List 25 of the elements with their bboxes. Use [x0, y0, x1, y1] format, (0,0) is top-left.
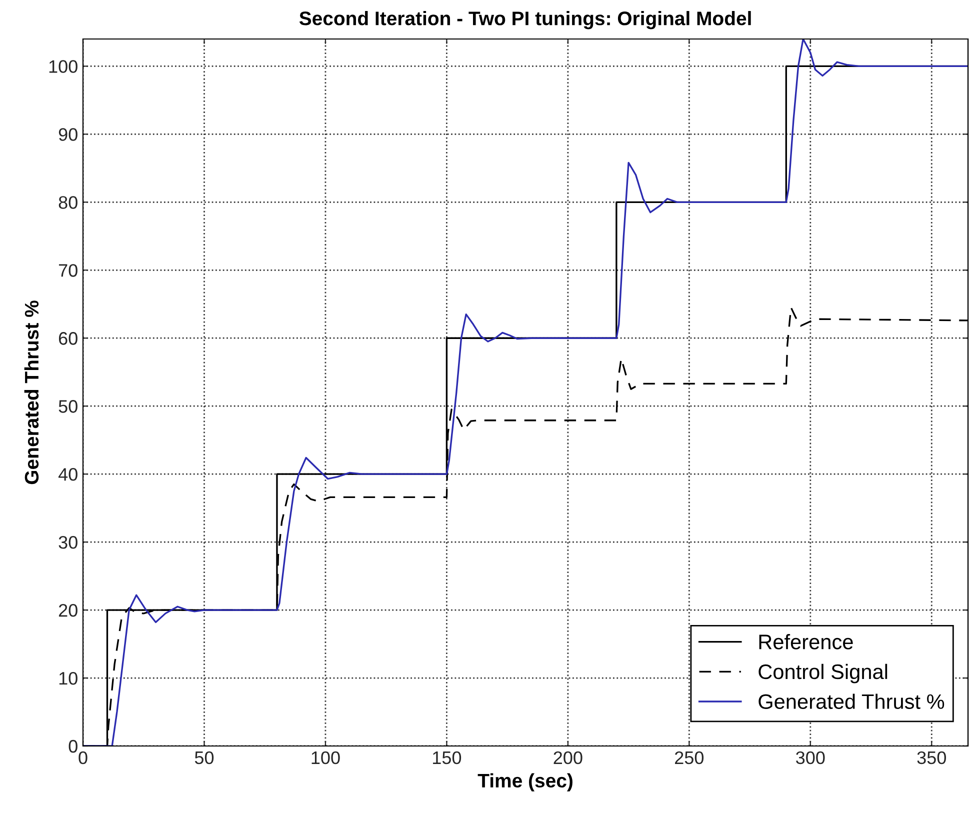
x-tick-label: 350	[917, 751, 946, 764]
y-tick-label: 30	[58, 536, 78, 549]
y-tick-label: 70	[58, 264, 78, 277]
y-tick-label: 50	[58, 400, 78, 413]
x-tick-label: 100	[312, 751, 340, 764]
y-tick-label: 90	[58, 128, 78, 141]
y-tick-label: 20	[58, 604, 78, 617]
x-tick-label: 200	[554, 751, 582, 764]
x-tick-label: 150	[433, 751, 462, 764]
x-tick-label: 50	[194, 751, 214, 764]
legend-label: Control Signal	[758, 664, 888, 684]
y-tick-label: 40	[58, 468, 78, 481]
y-tick-label: 0	[68, 740, 78, 753]
y-tick-label: 60	[58, 332, 78, 345]
chart-title: Second Iteration - Two PI tunings: Original Model	[299, 11, 751, 30]
legend-label: Reference	[759, 634, 853, 650]
y-tick-label: 100	[49, 60, 78, 73]
y-tick-label: 80	[58, 196, 78, 209]
y-axis-title: Generated Thrust %	[24, 300, 39, 484]
y-tick-label: 10	[59, 672, 78, 685]
x-axis-title: Time (sec)	[478, 773, 572, 792]
x-tick-label: 0	[78, 751, 88, 764]
x-tick-label: 250	[675, 751, 704, 764]
x-tick-label: 300	[796, 751, 825, 764]
legend-label: Generated Thrust %	[758, 694, 944, 709]
